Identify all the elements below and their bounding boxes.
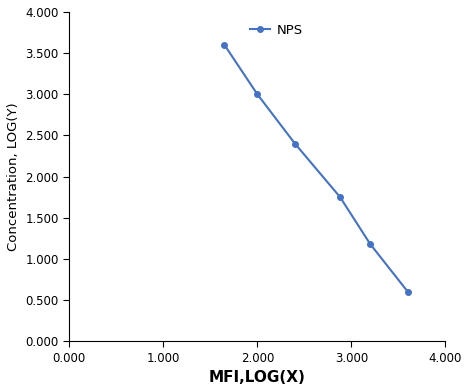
NPS <box>337 195 343 200</box>
NPS <box>292 141 298 146</box>
Y-axis label: Concentration, LOG(Y): Concentration, LOG(Y) <box>7 102 20 251</box>
NPS <box>222 42 227 47</box>
X-axis label: MFI,LOG(X): MFI,LOG(X) <box>209 370 306 385</box>
NPS <box>405 289 410 294</box>
Legend: NPS: NPS <box>245 18 308 42</box>
NPS <box>255 92 260 96</box>
Line: NPS: NPS <box>222 42 410 294</box>
NPS <box>367 241 373 246</box>
